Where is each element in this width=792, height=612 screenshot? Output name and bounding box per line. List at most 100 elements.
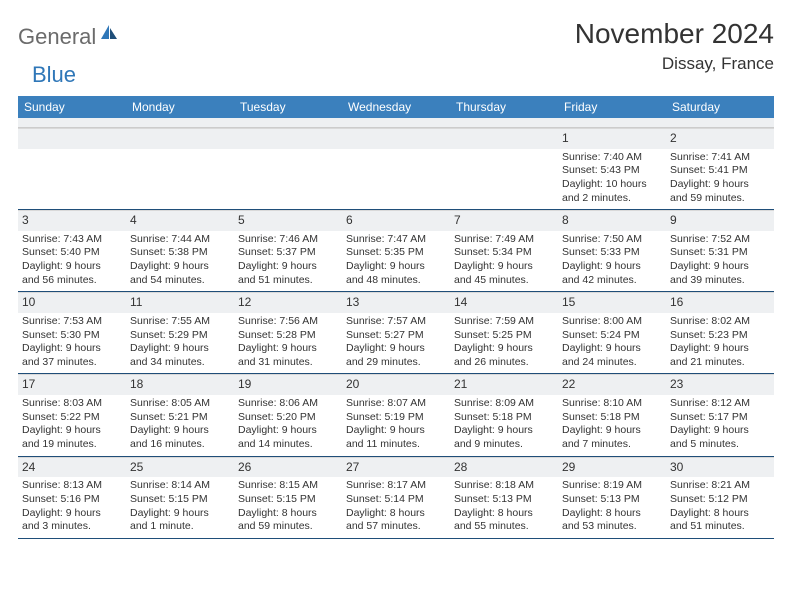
day-dl1: Daylight: 9 hours [562, 424, 662, 438]
day-sunset: Sunset: 5:15 PM [238, 493, 338, 507]
day-body: Sunrise: 7:44 AMSunset: 5:38 PMDaylight:… [126, 231, 234, 292]
day-dl2: and 1 minute. [130, 520, 230, 534]
day-sunrise: Sunrise: 7:52 AM [670, 233, 770, 247]
day-sunset: Sunset: 5:13 PM [562, 493, 662, 507]
day-dl1: Daylight: 9 hours [238, 260, 338, 274]
day-sunset: Sunset: 5:18 PM [562, 411, 662, 425]
day-number: 28 [450, 457, 558, 478]
week-row: 17Sunrise: 8:03 AMSunset: 5:22 PMDayligh… [18, 374, 774, 456]
week-row: 1Sunrise: 7:40 AMSunset: 5:43 PMDaylight… [18, 128, 774, 210]
day-body: Sunrise: 8:06 AMSunset: 5:20 PMDaylight:… [234, 395, 342, 456]
day-sunrise: Sunrise: 7:40 AM [562, 151, 662, 165]
day-dl1: Daylight: 9 hours [130, 424, 230, 438]
day-number: 14 [450, 292, 558, 313]
day-dl1: Daylight: 9 hours [130, 507, 230, 521]
day-dl1: Daylight: 9 hours [22, 260, 122, 274]
day-body: Sunrise: 7:40 AMSunset: 5:43 PMDaylight:… [558, 149, 666, 210]
spacer-row [18, 118, 774, 128]
day-sunrise: Sunrise: 8:14 AM [130, 479, 230, 493]
day-number: 1 [558, 128, 666, 149]
day-cell: 15Sunrise: 8:00 AMSunset: 5:24 PMDayligh… [558, 292, 666, 373]
day-sunset: Sunset: 5:22 PM [22, 411, 122, 425]
day-body: Sunrise: 8:10 AMSunset: 5:18 PMDaylight:… [558, 395, 666, 456]
day-sunset: Sunset: 5:29 PM [130, 329, 230, 343]
day-cell: 20Sunrise: 8:07 AMSunset: 5:19 PMDayligh… [342, 374, 450, 455]
day-dl1: Daylight: 8 hours [562, 507, 662, 521]
day-body: Sunrise: 8:14 AMSunset: 5:15 PMDaylight:… [126, 477, 234, 538]
day-body: Sunrise: 8:18 AMSunset: 5:13 PMDaylight:… [450, 477, 558, 538]
day-sunset: Sunset: 5:30 PM [22, 329, 122, 343]
day-dl2: and 26 minutes. [454, 356, 554, 370]
day-dl2: and 24 minutes. [562, 356, 662, 370]
day-dl2: and 45 minutes. [454, 274, 554, 288]
day-dl2: and 29 minutes. [346, 356, 446, 370]
day-cell: 6Sunrise: 7:47 AMSunset: 5:35 PMDaylight… [342, 210, 450, 291]
day-dl1: Daylight: 9 hours [238, 424, 338, 438]
day-sunset: Sunset: 5:35 PM [346, 246, 446, 260]
day-number: 22 [558, 374, 666, 395]
day-body: Sunrise: 7:50 AMSunset: 5:33 PMDaylight:… [558, 231, 666, 292]
day-dl2: and 42 minutes. [562, 274, 662, 288]
day-sunset: Sunset: 5:40 PM [22, 246, 122, 260]
day-dl2: and 2 minutes. [562, 192, 662, 206]
day-dl1: Daylight: 9 hours [670, 342, 770, 356]
day-sunrise: Sunrise: 8:13 AM [22, 479, 122, 493]
day-sunrise: Sunrise: 8:10 AM [562, 397, 662, 411]
day-dl2: and 53 minutes. [562, 520, 662, 534]
day-number: 27 [342, 457, 450, 478]
day-cell: 16Sunrise: 8:02 AMSunset: 5:23 PMDayligh… [666, 292, 774, 373]
weekday-header: Sunday [18, 96, 126, 118]
day-dl1: Daylight: 9 hours [454, 260, 554, 274]
day-sunset: Sunset: 5:12 PM [670, 493, 770, 507]
day-cell: 5Sunrise: 7:46 AMSunset: 5:37 PMDaylight… [234, 210, 342, 291]
day-dl1: Daylight: 9 hours [346, 260, 446, 274]
day-sunset: Sunset: 5:18 PM [454, 411, 554, 425]
weekday-header: Wednesday [342, 96, 450, 118]
day-dl2: and 5 minutes. [670, 438, 770, 452]
day-dl2: and 9 minutes. [454, 438, 554, 452]
day-sunrise: Sunrise: 7:41 AM [670, 151, 770, 165]
day-number: 15 [558, 292, 666, 313]
day-dl1: Daylight: 9 hours [562, 260, 662, 274]
day-body: Sunrise: 7:56 AMSunset: 5:28 PMDaylight:… [234, 313, 342, 374]
day-sunset: Sunset: 5:41 PM [670, 164, 770, 178]
day-dl1: Daylight: 9 hours [238, 342, 338, 356]
day-sunrise: Sunrise: 7:43 AM [22, 233, 122, 247]
day-number: 5 [234, 210, 342, 231]
day-number [450, 128, 558, 149]
day-dl2: and 21 minutes. [670, 356, 770, 370]
day-dl2: and 51 minutes. [238, 274, 338, 288]
day-body: Sunrise: 8:21 AMSunset: 5:12 PMDaylight:… [666, 477, 774, 538]
day-dl2: and 57 minutes. [346, 520, 446, 534]
day-sunset: Sunset: 5:31 PM [670, 246, 770, 260]
day-body: Sunrise: 7:55 AMSunset: 5:29 PMDaylight:… [126, 313, 234, 374]
day-sunset: Sunset: 5:34 PM [454, 246, 554, 260]
day-dl2: and 3 minutes. [22, 520, 122, 534]
day-dl1: Daylight: 9 hours [670, 260, 770, 274]
day-sunset: Sunset: 5:21 PM [130, 411, 230, 425]
week-row: 24Sunrise: 8:13 AMSunset: 5:16 PMDayligh… [18, 457, 774, 539]
day-sunset: Sunset: 5:38 PM [130, 246, 230, 260]
day-dl2: and 55 minutes. [454, 520, 554, 534]
day-sunrise: Sunrise: 8:02 AM [670, 315, 770, 329]
day-cell: 13Sunrise: 7:57 AMSunset: 5:27 PMDayligh… [342, 292, 450, 373]
sail-icon [99, 23, 119, 46]
day-cell [450, 128, 558, 209]
day-dl2: and 48 minutes. [346, 274, 446, 288]
day-dl1: Daylight: 8 hours [670, 507, 770, 521]
day-dl1: Daylight: 9 hours [346, 424, 446, 438]
day-number: 25 [126, 457, 234, 478]
day-body: Sunrise: 7:57 AMSunset: 5:27 PMDaylight:… [342, 313, 450, 374]
day-dl2: and 54 minutes. [130, 274, 230, 288]
day-sunset: Sunset: 5:28 PM [238, 329, 338, 343]
day-cell: 26Sunrise: 8:15 AMSunset: 5:15 PMDayligh… [234, 457, 342, 538]
day-sunrise: Sunrise: 8:21 AM [670, 479, 770, 493]
logo: General [18, 24, 119, 50]
day-body: Sunrise: 7:46 AMSunset: 5:37 PMDaylight:… [234, 231, 342, 292]
day-dl2: and 7 minutes. [562, 438, 662, 452]
day-sunrise: Sunrise: 8:06 AM [238, 397, 338, 411]
day-cell [126, 128, 234, 209]
day-sunrise: Sunrise: 7:55 AM [130, 315, 230, 329]
day-dl2: and 59 minutes. [670, 192, 770, 206]
day-cell: 3Sunrise: 7:43 AMSunset: 5:40 PMDaylight… [18, 210, 126, 291]
